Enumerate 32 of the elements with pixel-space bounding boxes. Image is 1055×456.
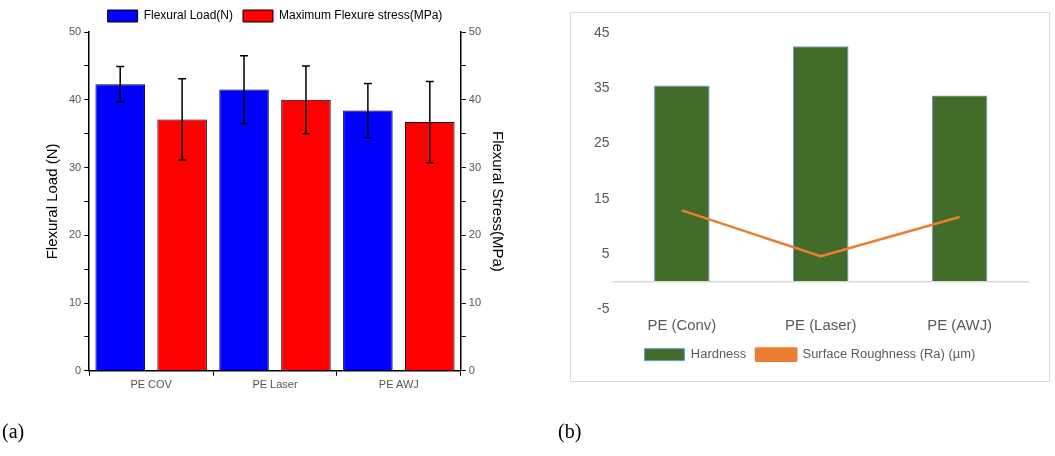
y-tick-label: 30 [68,160,82,173]
x-tick-label: PE COV [130,378,173,391]
y2-tick-label: 0 [468,363,475,376]
y2-axis-title: Flexural Stress(MPa) [489,130,507,272]
text: (b) [558,420,582,443]
y2-tick-label: 20 [468,228,482,241]
y2-tick-label: 10 [468,296,482,309]
legend-label: Surface Roughness (Ra) (µm) [802,346,976,362]
y-tick-label: 10 [68,296,82,309]
y-tick-label: 25 [593,134,610,151]
x-tick-label: PE (Conv) [647,316,717,334]
x-tick-label: PE (AWJ) [927,316,993,334]
legend-label: Hardness [690,346,747,362]
y-tick-label: 20 [68,228,82,241]
y-axis-title: Flexural Load (N) [43,143,61,260]
legend-label: Flexural Load(N) [143,8,234,23]
y-tick-label: -5 [597,300,610,317]
y-tick-label: 45 [593,23,610,40]
x-tick-label: PE AWJ [378,378,419,391]
y2-tick-label: 30 [468,160,482,173]
y-tick-label: 50 [68,25,82,38]
y-tick-label: 40 [68,92,82,105]
legend-label: Maximum Flexure stress(MPa) [279,8,443,23]
y-tick-label: 15 [593,189,610,206]
y-tick-label: 0 [75,363,82,376]
x-tick-label: PE Laser [252,378,298,391]
text: (a) [2,420,25,443]
x-tick-label: PE (Laser) [785,316,857,334]
y2-tick-label: 40 [468,92,482,105]
y2-tick-label: 50 [468,25,482,38]
y-tick-label: 35 [593,79,610,96]
y-tick-label: 5 [601,244,610,261]
